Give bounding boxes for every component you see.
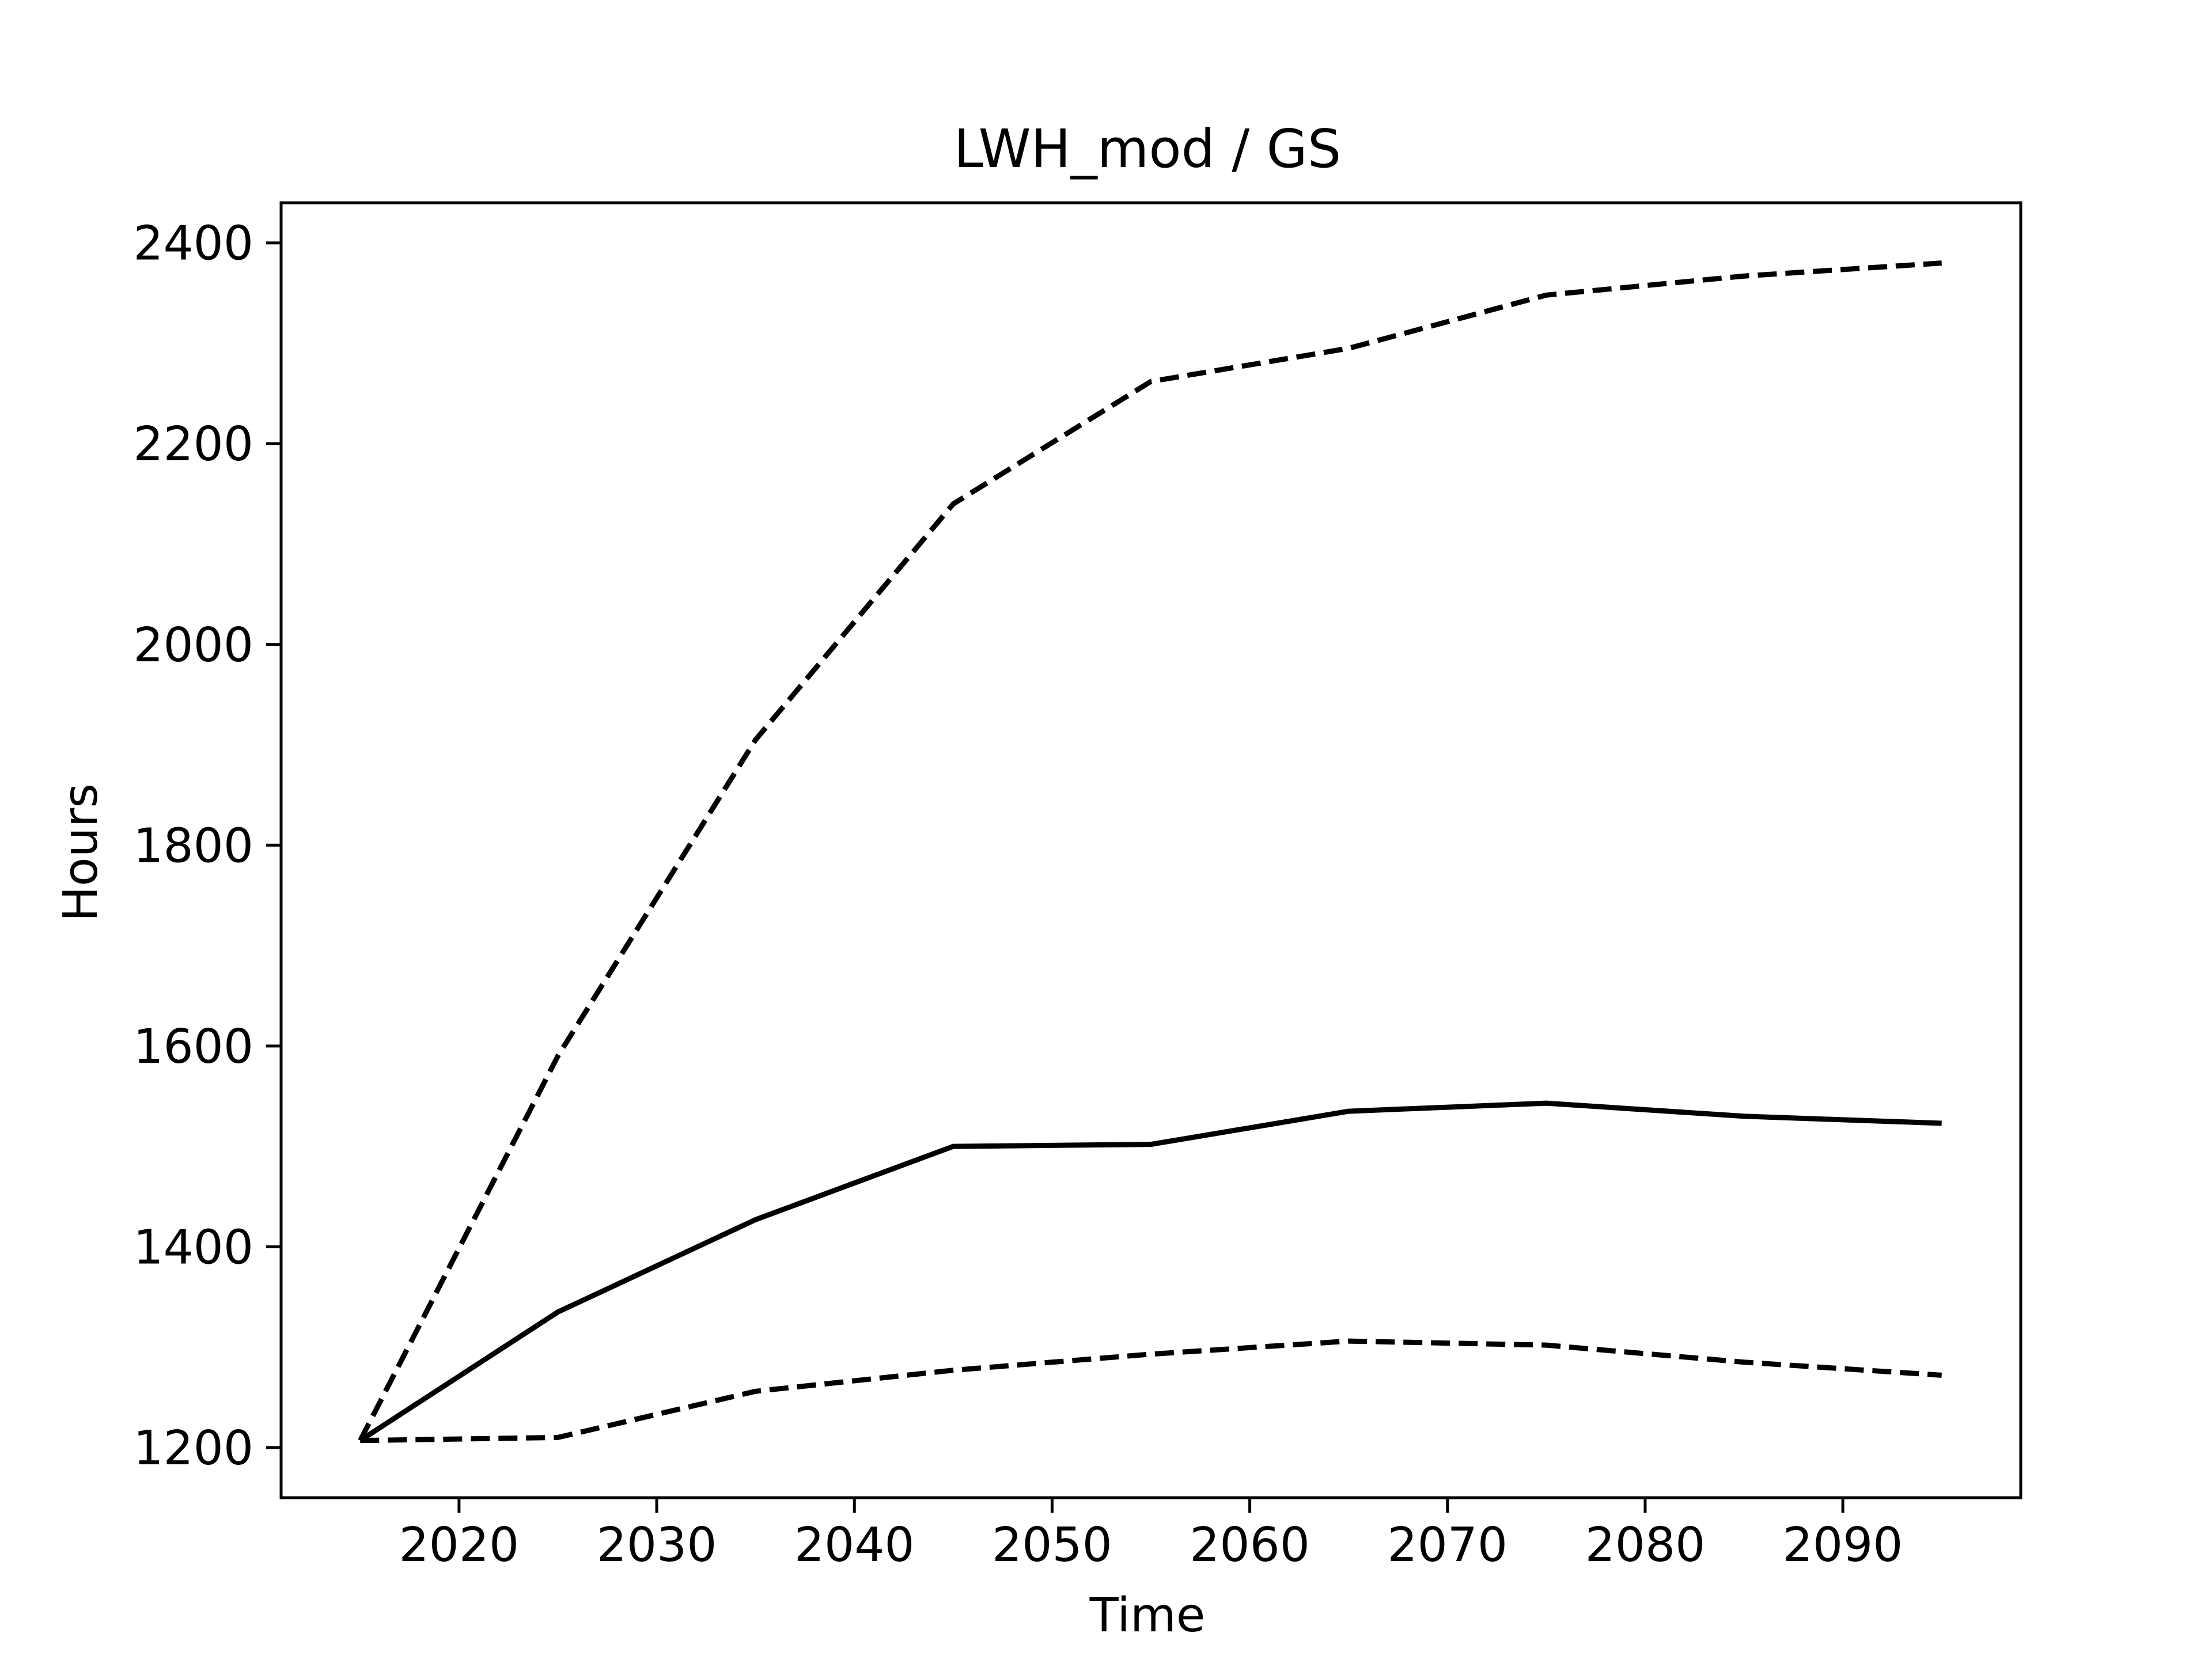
x-tick-label-2040: 2040 — [794, 1518, 915, 1573]
x-axis-label: Time — [1089, 1588, 1206, 1643]
axes-frame — [279, 201, 2022, 1499]
y-tick-label-2200: 2200 — [133, 417, 253, 472]
y-tick-label-2000: 2000 — [133, 618, 253, 673]
x-tick-label-2070: 2070 — [1387, 1518, 1508, 1573]
x-tick-label-2060: 2060 — [1190, 1518, 1310, 1573]
y-tick-label-1800: 1800 — [133, 819, 253, 873]
plot-area: 2020 2030 2040 2050 2060 2070 2080 2090 1200 1400… — [133, 201, 2022, 1573]
x-tick-label-2090: 2090 — [1783, 1518, 1903, 1573]
chart-title: LWH_mod / GS — [954, 118, 1341, 180]
y-tick-label-1600: 1600 — [133, 1020, 253, 1074]
y-tick-label-2400: 2400 — [133, 217, 253, 271]
series-line-3-dashed — [360, 1338, 1942, 1444]
x-tick-label-2050: 2050 — [992, 1518, 1112, 1573]
x-tick-label-2080: 2080 — [1585, 1518, 1706, 1573]
series-line-1-dashed — [358, 260, 1942, 1442]
x-tick-label-2030: 2030 — [597, 1518, 717, 1573]
y-axis-label: Hours — [54, 783, 108, 922]
series-line-2-solid — [358, 1100, 1942, 1443]
y-tick-label-1200: 1200 — [133, 1421, 253, 1476]
x-tick-label-2020: 2020 — [399, 1518, 520, 1573]
y-tick-label-1400: 1400 — [133, 1220, 253, 1275]
